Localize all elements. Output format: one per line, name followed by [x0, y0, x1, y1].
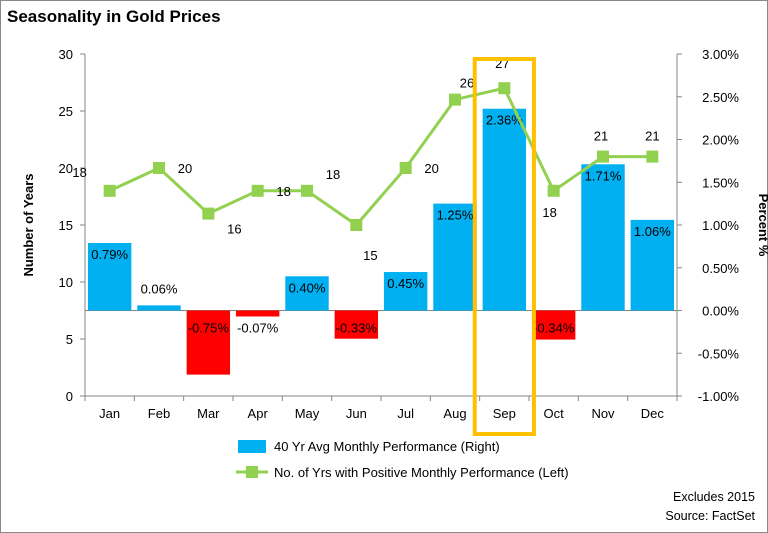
bar-label: 0.79%	[91, 247, 128, 262]
line-marker	[153, 162, 165, 174]
line-marker	[547, 184, 560, 197]
bar-aug	[433, 203, 477, 311]
right-tick-label: 0.00%	[702, 304, 739, 319]
bar-oct	[531, 310, 576, 340]
line-label: 21	[594, 129, 608, 144]
line-label: 15	[363, 248, 377, 263]
x-label-aug: Aug	[443, 406, 466, 421]
bar-label: 1.71%	[585, 168, 622, 183]
bar-label: -0.07%	[237, 321, 279, 336]
line-marker	[597, 150, 609, 163]
x-label-mar: Mar	[197, 406, 220, 421]
legend-bar-swatch	[238, 440, 266, 453]
x-label-dec: Dec	[641, 406, 665, 421]
line-marker	[646, 150, 659, 163]
bar-dec	[630, 219, 675, 311]
line-label: 20	[424, 161, 438, 176]
right-tick-label: 3.00%	[702, 47, 739, 62]
bar-jul	[383, 272, 428, 311]
bar-nov	[581, 164, 625, 311]
bar-jun	[334, 310, 379, 339]
right-tick-label: 2.50%	[702, 90, 739, 105]
line-marker	[103, 184, 116, 197]
bar-jan	[87, 242, 132, 311]
legend-line-marker	[246, 466, 258, 478]
bar-apr	[235, 310, 280, 317]
bar-label: 0.45%	[387, 276, 424, 291]
line-label: 18	[276, 184, 290, 199]
bar-label: 1.25%	[437, 208, 474, 223]
right-tick-label: 1.50%	[702, 175, 739, 190]
left-tick-label: 5	[66, 332, 73, 347]
x-label-oct: Oct	[544, 406, 565, 421]
right-tick-label: 2.00%	[702, 133, 739, 148]
bar-label: -0.33%	[336, 321, 378, 336]
bar-label: 0.06%	[141, 281, 178, 296]
line-marker	[498, 82, 511, 95]
bar-label: -0.34%	[533, 321, 575, 336]
left-tick-label: 15	[59, 218, 73, 233]
x-label-apr: Apr	[248, 406, 269, 421]
x-label-nov: Nov	[591, 406, 615, 421]
bar-may	[285, 276, 329, 311]
x-label-feb: Feb	[148, 406, 170, 421]
legend-bar-label: 40 Yr Avg Monthly Performance (Right)	[274, 439, 500, 454]
bar-label: 1.06%	[634, 224, 671, 239]
left-tick-label: 30	[59, 47, 73, 62]
x-label-jun: Jun	[346, 406, 367, 421]
right-tick-label: 1.00%	[702, 218, 739, 233]
line-marker	[301, 184, 313, 197]
bar-label: -0.75%	[188, 321, 230, 336]
chart-title: Seasonality in Gold Prices	[7, 7, 221, 26]
left-tick-label: 25	[59, 104, 73, 119]
bar-mar	[186, 310, 231, 375]
bar-sep	[482, 108, 527, 311]
right-tick-label: -0.50%	[698, 346, 740, 361]
line-label: 26	[460, 76, 474, 91]
line-marker	[399, 162, 412, 174]
line-marker	[251, 184, 264, 197]
line-positive-years	[109, 86, 653, 228]
right-tick-label: -1.00%	[698, 389, 740, 404]
line-label: 18	[326, 167, 340, 182]
line-label: 21	[645, 129, 659, 144]
excludes-note: Excludes 2015	[672, 490, 755, 504]
line-label: 20	[178, 161, 192, 176]
x-label-jul: Jul	[397, 406, 414, 421]
x-label-sep: Sep	[493, 406, 516, 421]
line-marker	[350, 219, 363, 231]
x-label-jan: Jan	[99, 406, 120, 421]
left-tick-label: 20	[59, 161, 73, 176]
source-note: Source: FactSet	[665, 509, 755, 523]
line-marker	[202, 207, 215, 220]
legend-line-label: No. of Yrs with Positive Monthly Perform…	[274, 465, 569, 480]
left-axis-title: Number of Years	[21, 173, 36, 276]
line-label: 16	[227, 222, 241, 237]
bar-label: 0.40%	[289, 280, 326, 295]
left-tick-label: 10	[59, 275, 73, 290]
bar-feb	[137, 305, 181, 311]
right-axis-title: Percent %	[756, 194, 768, 257]
sep-highlight-box	[472, 57, 536, 436]
right-tick-label: 0.50%	[702, 261, 739, 276]
line-label: 18	[542, 205, 556, 220]
left-tick-label: 0	[66, 389, 73, 404]
line-marker	[449, 93, 461, 106]
x-label-may: May	[295, 406, 320, 421]
line-label: 18	[72, 165, 86, 180]
bar-label: 2.36%	[486, 113, 523, 128]
